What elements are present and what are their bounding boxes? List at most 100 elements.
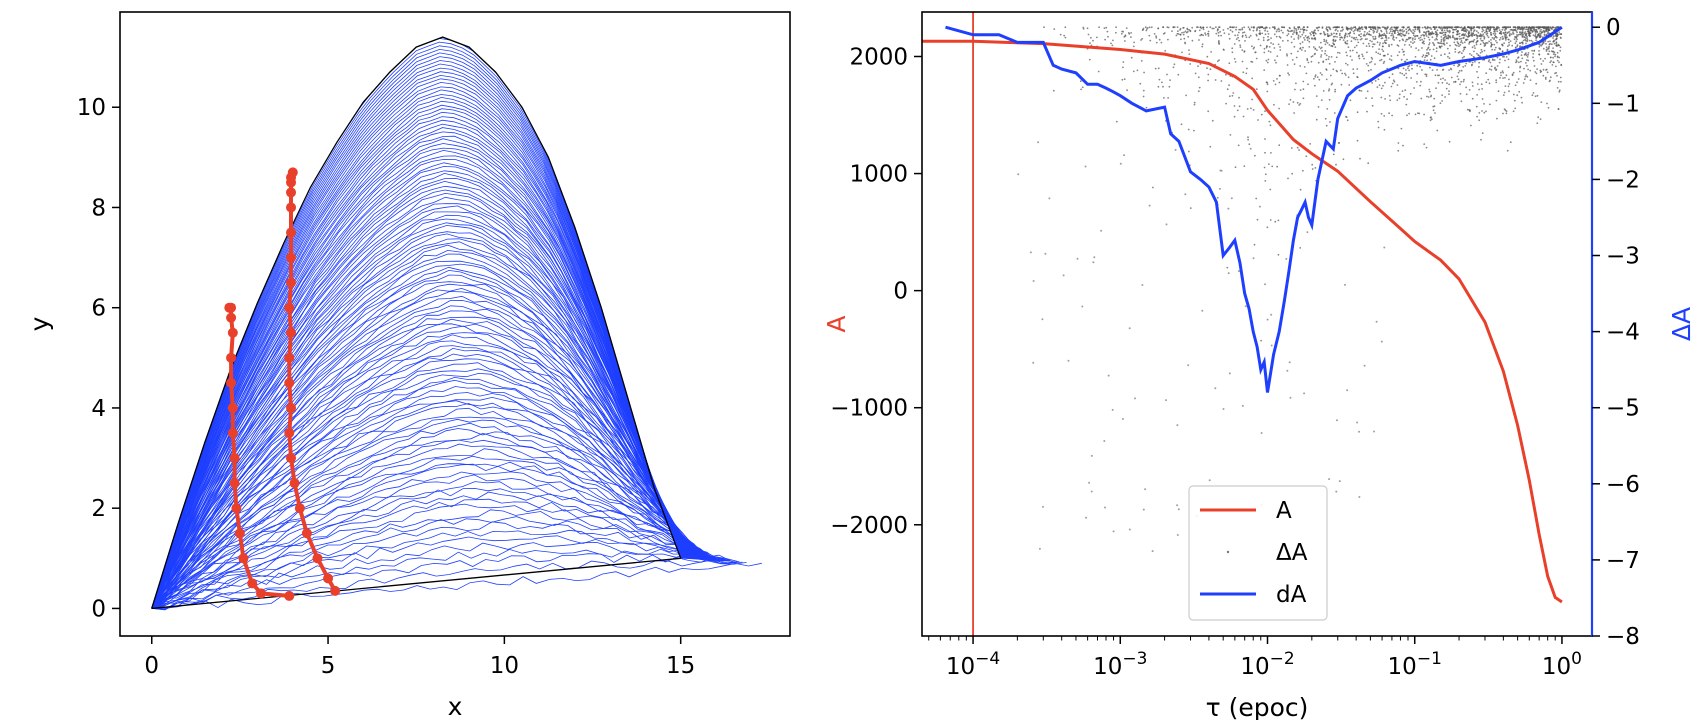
deltaA-point [1493, 59, 1496, 61]
deltaA-point [1482, 41, 1485, 44]
deltaA-point [1269, 124, 1272, 127]
deltaA-point [1536, 94, 1539, 97]
deltaA-point [1264, 29, 1266, 32]
deltaA-point [1389, 30, 1392, 33]
deltaA-point [1386, 32, 1388, 34]
deltaA-point [1442, 77, 1444, 80]
deltaA-point [1549, 56, 1552, 59]
deltaA-point [1427, 36, 1430, 39]
deltaA-point [1559, 76, 1562, 79]
deltaA-point [1527, 53, 1529, 56]
deltaA-point [1339, 38, 1341, 41]
deltaA-point [1483, 111, 1486, 114]
deltaA-point [1283, 26, 1285, 29]
deltaA-point [1448, 52, 1451, 55]
deltaA-point [1257, 26, 1260, 29]
deltaA-point [1535, 72, 1538, 75]
deltaA-point [1391, 26, 1393, 29]
deltaA-point [1346, 42, 1349, 45]
deltaA-point [1418, 31, 1421, 34]
deltaA-point [1235, 28, 1237, 31]
deltaA-point [1359, 35, 1362, 38]
right-secondary-y-ticks: 0−1−2−3−4−5−6−7−8 [1592, 15, 1640, 650]
deltaA-point [1501, 50, 1504, 53]
deltaA-point [1246, 67, 1248, 70]
deltaA-point [1268, 120, 1271, 123]
deltaA-point [1218, 59, 1220, 62]
deltaA-point [1446, 29, 1449, 32]
deltaA-point [1201, 43, 1204, 46]
deltaA-point [1479, 52, 1482, 54]
deltaA-point [1266, 83, 1269, 86]
deltaA-point [1411, 67, 1413, 70]
deltaA-point [1463, 78, 1465, 81]
deltaA-point [1495, 99, 1498, 102]
deltaA-point [1325, 124, 1328, 127]
deltaA-point [1067, 359, 1070, 362]
deltaA-point [1479, 55, 1481, 58]
y2-tick-label: −2 [1606, 167, 1640, 193]
deltaA-point [1339, 32, 1341, 35]
deltaA-point [1238, 39, 1241, 42]
deltaA-point [1512, 110, 1515, 113]
deltaA-point [1366, 90, 1369, 93]
deltaA-point [1044, 252, 1047, 255]
deltaA-point [1328, 98, 1331, 101]
deltaA-point [1442, 26, 1445, 29]
deltaA-point [1333, 43, 1335, 45]
deltaA-point [1275, 61, 1277, 64]
deltaA-point [1186, 27, 1189, 30]
deltaA-point [1478, 61, 1481, 64]
deltaA-point [1382, 54, 1385, 57]
flow-curve [151, 170, 691, 609]
deltaA-point [1324, 43, 1327, 46]
deltaA-point [1531, 94, 1534, 97]
deltaA-point [1397, 149, 1400, 152]
deltaA-point [1354, 38, 1357, 41]
deltaA-point [1537, 26, 1540, 29]
deltaA-point [1310, 60, 1313, 63]
deltaA-point [1174, 148, 1177, 151]
deltaA-point [1433, 97, 1436, 100]
deltaA-point [1431, 32, 1434, 34]
deltaA-point [1458, 70, 1461, 72]
deltaA-point [1245, 36, 1248, 38]
deltaA-point [1342, 158, 1345, 161]
deltaA-point [1385, 39, 1388, 41]
deltaA-point [1448, 83, 1450, 86]
deltaA-point [1527, 31, 1530, 33]
deltaA-point [1490, 33, 1493, 36]
flow-curve [151, 287, 701, 609]
deltaA-point [1296, 101, 1299, 104]
deltaA-point [1374, 35, 1377, 38]
deltaA-point [1080, 88, 1082, 91]
deltaA-point [1288, 26, 1291, 29]
deltaA-point [1310, 55, 1313, 58]
deltaA-point [1432, 109, 1435, 112]
deltaA-point [1545, 46, 1548, 49]
deltaA-point [1341, 72, 1344, 75]
deltaA-point [1222, 48, 1225, 51]
deltaA-point [1373, 26, 1376, 29]
deltaA-point [1542, 74, 1545, 77]
deltaA-point [1401, 90, 1404, 92]
deltaA-point [1229, 134, 1232, 136]
deltaA-point [1491, 37, 1494, 39]
deltaA-point [1406, 114, 1408, 117]
deltaA-point [1378, 84, 1381, 86]
deltaA-point [1226, 266, 1229, 269]
deltaA-point [1228, 95, 1231, 98]
left-plot-area [151, 36, 762, 611]
deltaA-point [1188, 150, 1190, 153]
deltaA-point [1425, 54, 1427, 57]
deltaA-point [1382, 84, 1384, 87]
deltaA-point [1536, 35, 1539, 38]
deltaA-point [1502, 71, 1504, 74]
deltaA-point [1387, 53, 1389, 56]
marker-point [227, 428, 238, 439]
deltaA-point [1294, 88, 1296, 91]
deltaA-point [1193, 129, 1195, 132]
deltaA-point [1449, 44, 1451, 47]
deltaA-point [1479, 33, 1482, 36]
deltaA-point [1484, 42, 1487, 45]
